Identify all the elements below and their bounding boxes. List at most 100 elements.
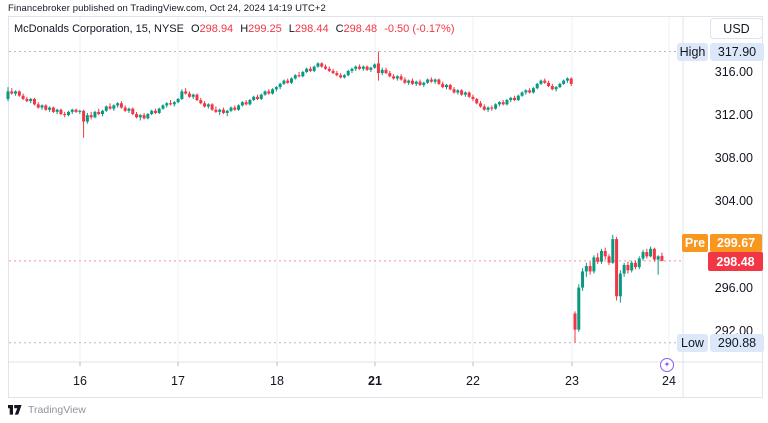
price-tick-label: 316.00: [714, 65, 753, 79]
candle-body: [482, 106, 486, 110]
last-price-badge: 298.48: [708, 252, 763, 271]
candle-body: [104, 106, 108, 111]
ohlc-low: L298.44: [288, 22, 329, 35]
candle-body: [233, 107, 237, 110]
candle-body: [656, 256, 660, 260]
candle-body: [562, 80, 566, 84]
time-tick-label: 16: [73, 374, 87, 388]
candle-body: [191, 94, 195, 97]
candle-body: [78, 110, 82, 112]
candle-body: [460, 90, 464, 95]
candle-body: [630, 262, 634, 271]
candle-body: [70, 109, 74, 112]
time-axis[interactable]: 16 17 18 21 22 23 24: [8, 362, 683, 398]
high-badge-value: 317.90: [710, 43, 764, 61]
high-badge-row: High 317.90: [677, 43, 764, 61]
candle-body: [263, 91, 267, 95]
candle-body: [89, 115, 93, 118]
candle-body: [361, 66, 365, 69]
candle-body: [25, 98, 29, 102]
candle-body: [225, 110, 229, 113]
candle-body: [180, 91, 184, 99]
candle-body: [588, 266, 592, 272]
candle-body: [21, 95, 25, 99]
candle-body: [82, 110, 86, 122]
price-axis[interactable]: 316.00 312.00 308.00 304.00 296.00 292.00: [684, 16, 763, 362]
candle-body: [10, 91, 14, 94]
candle-body: [641, 252, 645, 259]
candle-body: [376, 63, 380, 74]
candle-body: [244, 102, 248, 105]
candle-body: [384, 69, 388, 74]
candle-body: [441, 83, 445, 88]
candle-body: [463, 92, 467, 95]
candle-body: [550, 86, 554, 90]
pre-market-badge-row: Pre 299.67: [682, 234, 762, 252]
candle-body: [214, 109, 218, 112]
tradingview-attribution[interactable]: TradingView: [8, 404, 86, 416]
candle-body: [112, 105, 116, 109]
candle-body: [229, 107, 233, 111]
candle-body: [558, 83, 562, 88]
time-tick-label: 18: [270, 374, 284, 388]
candle-body: [577, 287, 581, 330]
candle-body: [569, 78, 573, 84]
candle-body: [29, 98, 33, 102]
candle-body: [218, 109, 222, 112]
candle-body: [475, 98, 479, 104]
pre-market-badge-label: Pre: [682, 234, 708, 252]
time-tick-label: 22: [466, 374, 480, 388]
candle-body: [327, 68, 331, 71]
candle-body: [444, 84, 448, 88]
candle-body: [210, 104, 214, 110]
plus-marker-button[interactable]: ✦: [660, 358, 674, 372]
time-tick-label: 21: [368, 374, 382, 388]
candle-body: [44, 105, 48, 110]
candle-body: [165, 103, 169, 106]
candle-body: [290, 78, 293, 83]
candle-body: [335, 73, 339, 76]
currency-button[interactable]: USD: [710, 18, 763, 39]
tradingview-logo-text: TradingView: [28, 404, 86, 416]
price-tick-label: 308.00: [714, 151, 753, 166]
candle-body: [645, 252, 649, 257]
candle-body: [531, 88, 535, 93]
candle-body: [380, 69, 384, 74]
candle-body: [51, 107, 55, 112]
candle-body: [535, 83, 539, 89]
price-tick-label: 304.00: [714, 194, 753, 209]
candle-body: [93, 111, 97, 118]
candle-body: [187, 93, 191, 97]
candle-body: [524, 90, 528, 93]
candle-body: [116, 103, 120, 106]
candle-body: [138, 115, 142, 118]
attribution-text: Financebroker published on TradingView.c…: [8, 3, 326, 14]
candle-body: [584, 266, 588, 272]
candle-body: [271, 89, 275, 94]
candle-body: [237, 105, 241, 110]
candle-body: [169, 103, 173, 105]
candle-body: [142, 115, 146, 119]
candle-body: [85, 115, 89, 122]
candle-body: [399, 76, 403, 80]
candle-body: [146, 114, 150, 119]
candle-body: [505, 100, 509, 105]
candle-body: [429, 79, 433, 82]
candle-body: [252, 96, 256, 101]
candle-body: [324, 66, 328, 69]
candle-body: [40, 105, 44, 108]
candle-body: [596, 257, 600, 262]
time-tick-label: 17: [171, 374, 185, 388]
candle-body: [516, 95, 520, 101]
candle-body: [6, 91, 10, 99]
candle-body: [592, 257, 596, 272]
candle-body: [203, 103, 207, 107]
candle-body: [17, 91, 21, 96]
candle-body: [108, 106, 112, 109]
candle-body: [494, 104, 498, 109]
candle-body: [547, 82, 551, 87]
candle-body: [274, 87, 278, 90]
candle-body: [599, 250, 603, 262]
